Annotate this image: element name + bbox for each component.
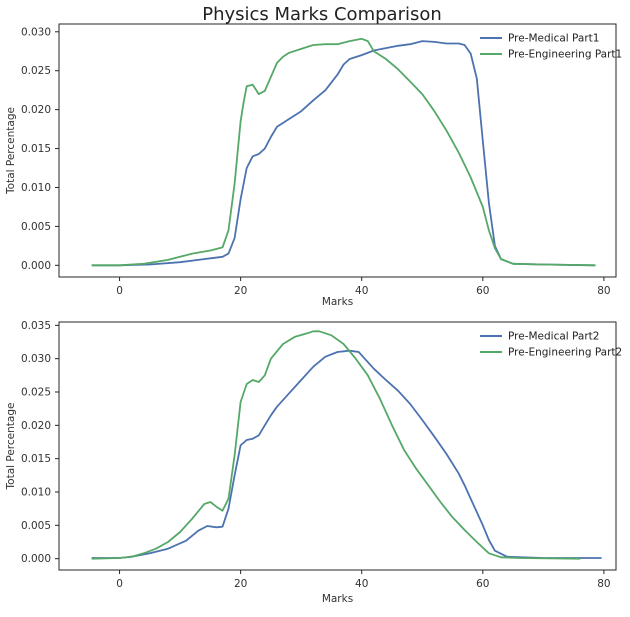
y-tick-label: 0.005	[21, 520, 51, 532]
x-axis-label: Marks	[322, 296, 353, 308]
y-axis-label: Total Percentage	[5, 107, 17, 195]
legend-label: Pre-Engineering Part1	[508, 49, 622, 61]
y-axis-label: Total Percentage	[5, 403, 17, 491]
x-tick-label: 80	[597, 285, 610, 297]
legend-label: Pre-Medical Part2	[508, 331, 599, 343]
legend: Pre-Medical Part1 Pre-Engineering Part1	[480, 33, 622, 61]
legend-label: Pre-Medical Part1	[508, 33, 599, 45]
y-tick-label: 0.020	[21, 104, 51, 116]
x-tick-label: 40	[355, 578, 368, 590]
y-tick-label: 0.020	[21, 420, 51, 432]
panel-2: 0 20 40 60 80 0.000 0.005 0.010 0.015 0.020 0.025 0…	[5, 320, 622, 605]
y-tick-label: 0.025	[21, 65, 51, 77]
y-tick-label: 0.025	[21, 387, 51, 399]
x-axis-label: Marks	[322, 593, 353, 605]
x-tick-label: 60	[476, 578, 489, 590]
y-tick-label: 0.000	[21, 260, 51, 272]
y-tick-label: 0.030	[21, 353, 51, 365]
x-tick-label: 60	[476, 285, 489, 297]
x-tick-label: 80	[597, 578, 610, 590]
x-tick-label: 0	[116, 578, 123, 590]
x-tick-label: 20	[234, 285, 247, 297]
y-tick-label: 0.010	[21, 487, 51, 499]
series-line-pre-medical-part1	[91, 40, 596, 267]
y-tick-label: 0.030	[21, 26, 51, 38]
legend: Pre-Medical Part2 Pre-Engineering Part2	[480, 331, 622, 359]
series-line-pre-engineering-part1	[91, 37, 596, 267]
y-tick-label: 0.010	[21, 182, 51, 194]
y-tick-label: 0.005	[21, 221, 51, 233]
y-tick-label: 0.035	[21, 320, 51, 332]
panel-1: 0 20 40 60 80 0.000 0.005 0.010 0.015 0.020 0.025 0…	[5, 23, 622, 308]
x-tick-label: 40	[355, 285, 368, 297]
series-line-pre-engineering-part2	[91, 330, 581, 560]
y-tick-label: 0.015	[21, 143, 51, 155]
chart-title: Physics Marks Comparison	[202, 4, 442, 25]
y-tick-label: 0.015	[21, 453, 51, 465]
plot-frame	[58, 23, 617, 278]
x-tick-label: 0	[116, 285, 123, 297]
plot-frame	[58, 321, 617, 571]
x-tick-label: 20	[234, 578, 247, 590]
legend-label: Pre-Engineering Part2	[508, 347, 622, 359]
y-tick-label: 0.000	[21, 553, 51, 565]
series-line-pre-medical-part2	[91, 349, 602, 559]
